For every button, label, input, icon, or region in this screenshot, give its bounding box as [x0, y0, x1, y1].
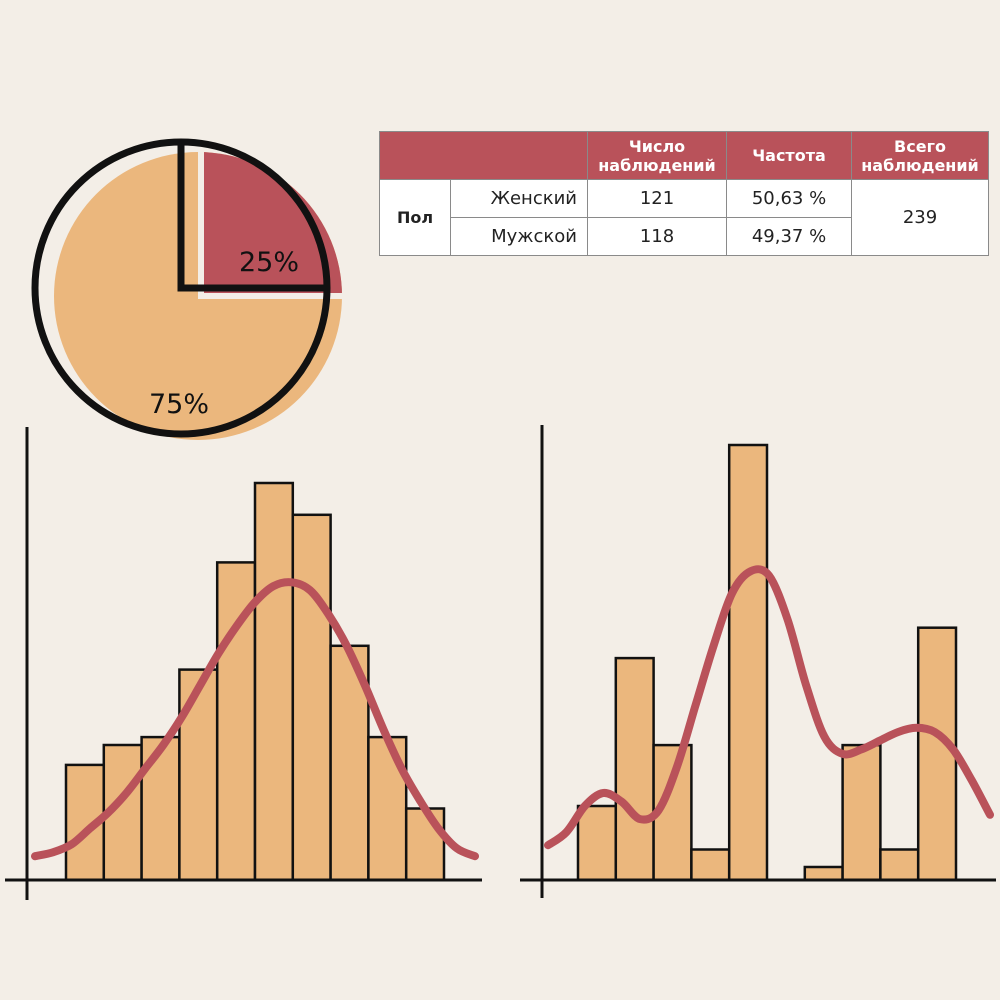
histogram-bar — [178, 668, 219, 882]
row-frequency: 50,63 % — [726, 179, 852, 218]
density-curve — [544, 565, 994, 850]
histogram-bar — [404, 807, 446, 882]
header-frequency: Частота — [726, 131, 852, 180]
histogram-right — [520, 425, 996, 898]
histogram-bar — [253, 481, 295, 882]
row-count: 118 — [587, 217, 727, 256]
histogram-bar — [916, 626, 958, 882]
pie-chart: 25% 75% — [31, 138, 344, 440]
header-total: Всего наблюдений — [851, 131, 989, 180]
row-frequency: 49,37 % — [726, 217, 852, 256]
histogram-left — [5, 427, 482, 900]
table-row: Мужской 118 49,37 % — [380, 217, 989, 256]
group-label: Пол — [379, 179, 451, 256]
row-count: 121 — [587, 179, 727, 218]
header-count: Число наблюдений — [587, 131, 727, 180]
total-value: 239 — [851, 179, 989, 256]
histogram-bar — [690, 848, 731, 882]
histogram-bar — [727, 443, 769, 882]
histogram-bar — [614, 656, 655, 882]
histogram-bar — [803, 865, 844, 882]
table-header-blank — [379, 131, 588, 180]
pie-label-25: 25% — [239, 247, 299, 278]
histogram-bar — [140, 735, 181, 882]
table-header-row: Число наблюдений Частота Всего наблюдени… — [379, 131, 989, 180]
histogram-bar — [841, 743, 882, 882]
histogram-bar — [879, 848, 920, 882]
density-curve — [31, 578, 479, 861]
histogram-bar — [576, 804, 618, 882]
row-category: Мужской — [450, 217, 588, 256]
pie-sector-outline — [177, 142, 327, 292]
histogram-bar — [291, 513, 332, 882]
frequency-table: Число наблюдений Частота Всего наблюдени… — [379, 131, 989, 256]
table-row: Пол Женский 121 50,63 % 239 — [379, 179, 989, 256]
pie-slice-25 — [198, 152, 342, 296]
pie-label-75: 75% — [149, 389, 209, 420]
row-category: Женский — [450, 179, 588, 218]
